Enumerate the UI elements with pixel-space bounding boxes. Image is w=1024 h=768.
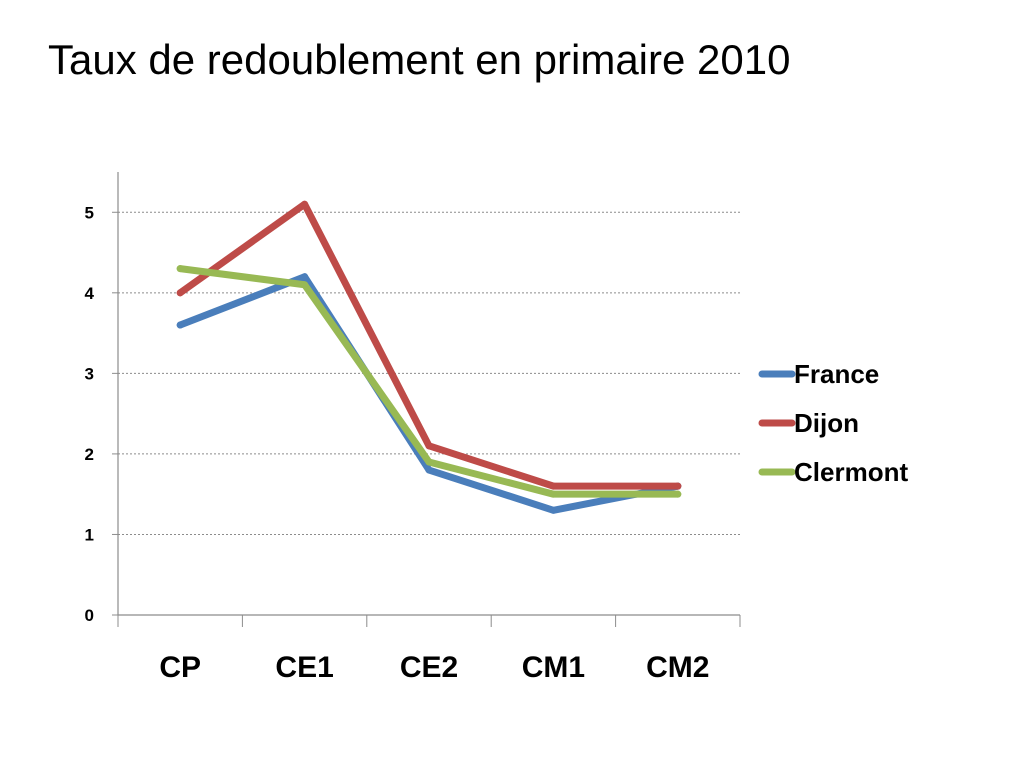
slide-title: Taux de redoublement en primaire 2010 [48,36,791,83]
data-point-dijon-ce1 [301,200,309,208]
data-point-clermont-ce2 [425,458,433,466]
y-tick-label: 0 [85,606,94,625]
x-tick-label: CM2 [646,651,709,684]
data-point-france-ce2 [425,466,433,474]
data-point-clermont-cm1 [549,490,557,498]
x-tick-label: CM1 [522,651,585,684]
data-point-dijon-cm2 [674,482,682,490]
data-point-dijon-cp [176,289,184,297]
data-point-dijon-cm1 [549,482,557,490]
data-point-dijon-ce2 [425,442,433,450]
series-line-france [176,273,682,514]
x-tick-label: CE2 [400,651,458,684]
y-tick-label: 2 [85,445,94,464]
data-point-clermont-cm2 [674,490,682,498]
data-point-france-ce1 [301,273,309,281]
data-point-france-cp [176,321,184,329]
x-tick-label: CP [159,651,201,684]
y-tick-label: 4 [85,284,95,303]
y-tick-label: 1 [85,525,94,544]
legend-label: France [794,359,879,389]
legend-label: Dijon [794,408,859,438]
legend-label: Clermont [794,457,908,487]
data-point-france-cm1 [549,506,557,514]
x-tick-label: CE1 [275,651,333,684]
y-tick-label: 3 [85,364,94,383]
y-tick-label: 5 [85,203,94,222]
axes: 0 1 2 3 4 5 CP CE1 CE2 CM1 CM2 [85,172,741,684]
data-point-clermont-cp [176,265,184,273]
legend: France Dijon Clermont [758,359,908,487]
data-point-clermont-ce1 [301,281,309,289]
series-lines [176,200,682,514]
